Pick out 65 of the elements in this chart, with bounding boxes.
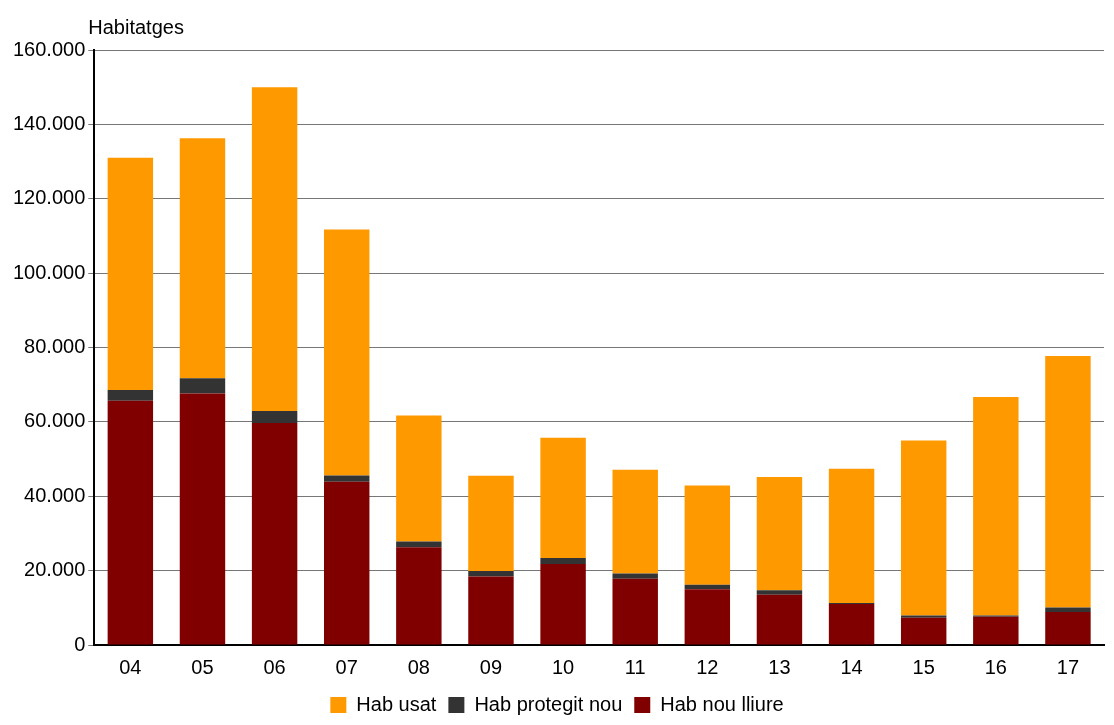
x-tick-label: 04 bbox=[119, 655, 142, 678]
legend-label: Hab protegit nou bbox=[474, 692, 623, 715]
bar bbox=[396, 547, 442, 645]
bar bbox=[684, 485, 731, 585]
y-tick-label: 140.000 bbox=[13, 111, 86, 134]
bar bbox=[900, 617, 947, 645]
bar bbox=[973, 616, 1019, 645]
bar bbox=[251, 87, 298, 412]
bar bbox=[684, 589, 731, 645]
bar bbox=[828, 468, 875, 603]
y-tick-label: 20.000 bbox=[24, 558, 86, 581]
bar bbox=[973, 396, 1019, 616]
bar bbox=[756, 590, 803, 595]
bar bbox=[540, 437, 586, 558]
bar bbox=[900, 440, 947, 616]
bar bbox=[828, 604, 875, 645]
y-tick-label: 60.000 bbox=[24, 409, 86, 432]
bar bbox=[756, 594, 803, 645]
y-tick-label: 120.000 bbox=[13, 186, 86, 209]
bar bbox=[468, 576, 514, 645]
bar bbox=[179, 393, 226, 645]
bar bbox=[468, 475, 514, 571]
legend-label: Hab usat bbox=[356, 692, 437, 715]
x-tick-label: 15 bbox=[912, 655, 935, 678]
x-tick-label: 13 bbox=[768, 655, 791, 678]
y-tick-label: 40.000 bbox=[24, 483, 86, 506]
bar bbox=[540, 563, 586, 645]
bar bbox=[612, 573, 658, 579]
bar bbox=[324, 229, 370, 476]
x-tick-label: 12 bbox=[696, 655, 719, 678]
x-tick-label: 17 bbox=[1056, 655, 1080, 678]
bar bbox=[107, 400, 154, 645]
bar bbox=[251, 411, 298, 423]
legend-label: Hab nou lliure bbox=[660, 692, 784, 715]
x-tick-label: 14 bbox=[840, 655, 863, 678]
y-axis-title: Habitatges bbox=[88, 15, 184, 38]
bar bbox=[1045, 356, 1091, 608]
bar bbox=[1045, 611, 1091, 645]
bar bbox=[612, 578, 658, 645]
bar bbox=[179, 378, 226, 394]
x-tick-label: 11 bbox=[624, 655, 646, 678]
x-tick-label: 09 bbox=[479, 655, 503, 678]
bar bbox=[756, 476, 803, 591]
bar bbox=[251, 422, 298, 645]
bar bbox=[468, 571, 514, 577]
bar bbox=[107, 389, 154, 401]
bar bbox=[1045, 607, 1091, 612]
x-tick-label: 10 bbox=[551, 655, 575, 678]
bar bbox=[324, 475, 370, 482]
bar bbox=[324, 481, 370, 645]
y-tick-label: 80.000 bbox=[24, 335, 86, 358]
x-tick-label: 16 bbox=[984, 655, 1007, 678]
bar bbox=[612, 469, 658, 574]
y-tick-label: 100.000 bbox=[13, 260, 86, 283]
bar bbox=[107, 157, 154, 390]
bar bbox=[179, 138, 226, 379]
bar bbox=[396, 541, 442, 548]
y-tick-label: 0 bbox=[74, 632, 86, 655]
bar bbox=[540, 557, 586, 564]
x-tick-label: 05 bbox=[191, 655, 214, 678]
bar bbox=[396, 415, 442, 542]
y-tick-label: 160.000 bbox=[13, 37, 86, 60]
x-tick-label: 06 bbox=[263, 655, 286, 678]
x-tick-label: 08 bbox=[407, 655, 430, 678]
x-tick-label: 07 bbox=[335, 655, 358, 678]
